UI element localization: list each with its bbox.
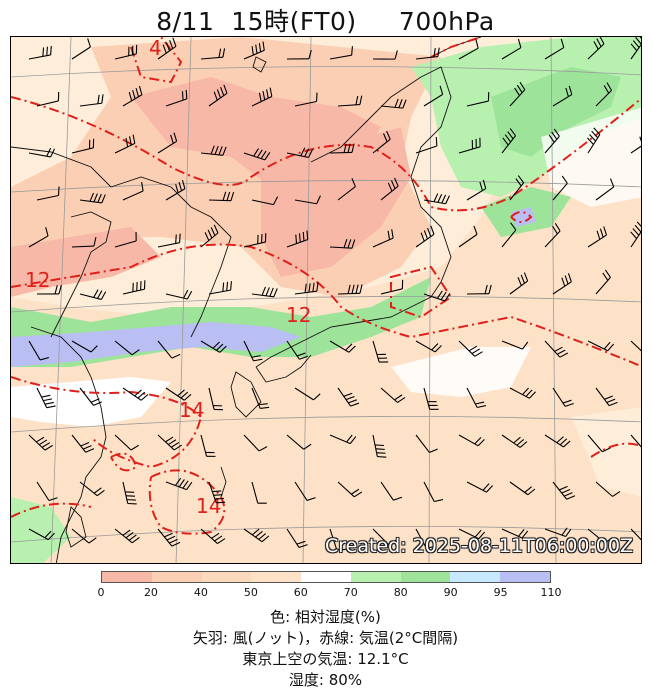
colorbar-segment <box>151 572 202 582</box>
colorbar-segment <box>500 572 551 582</box>
colorbar-segment <box>102 572 152 582</box>
humidity-field <box>11 37 641 563</box>
colorbar-ticks: 0 20 40 50 60 70 80 90 95 110 <box>97 586 562 600</box>
legend-tokyo-temp: 東京上空の気温: 12.1°C <box>242 650 409 668</box>
weather-map: 4 12 12 14 14 Created: 2025-08-11T06:00:… <box>10 36 642 564</box>
colorbar-segment <box>450 572 501 582</box>
colorbar-segment <box>400 572 451 582</box>
legend-humidity: 色: 相対湿度(%) <box>270 608 381 626</box>
colorbar-tick: 95 <box>493 586 508 599</box>
legend-wind-temp: 矢羽: 風(ノット)，赤線: 気温(2°C間隔) <box>192 629 459 647</box>
colorbar-tick: 80 <box>393 586 408 599</box>
colorbar-tick: 90 <box>443 586 458 599</box>
colorbar-tick: 20 <box>143 586 158 599</box>
colorbar <box>101 571 551 583</box>
graticule <box>11 37 641 563</box>
colorbar-tick: 40 <box>193 586 208 599</box>
colorbar-tick: 70 <box>343 586 358 599</box>
isotherm-label: 14 <box>179 398 204 422</box>
isotherm-labels: 4 12 12 14 14 <box>25 37 311 518</box>
isotherms <box>11 37 641 535</box>
colorbar-tick: 0 <box>97 586 105 599</box>
created-stamp: Created: 2025-08-11T06:00:00Z <box>324 535 633 557</box>
isotherm-label: 12 <box>25 268 50 292</box>
colorbar-tick: 60 <box>293 586 308 599</box>
isotherm-label: 12 <box>286 303 311 327</box>
legend-tokyo-humidity: 湿度: 80% <box>288 671 363 689</box>
colorbar-segment <box>251 572 302 582</box>
isotherm-label: 14 <box>196 494 221 518</box>
map-canvas: 4 12 12 14 14 <box>11 37 641 563</box>
colorbar-segment <box>350 572 401 582</box>
wind-barbs <box>28 37 641 551</box>
isotherm-label: 4 <box>149 37 162 60</box>
colorbar-segment <box>201 572 252 582</box>
page-title: 8/11 15時(FT0) 700hPa <box>156 7 495 36</box>
colorbar-segment <box>301 572 351 582</box>
colorbar-tick: 50 <box>243 586 258 599</box>
colorbar-tick: 110 <box>540 586 562 599</box>
